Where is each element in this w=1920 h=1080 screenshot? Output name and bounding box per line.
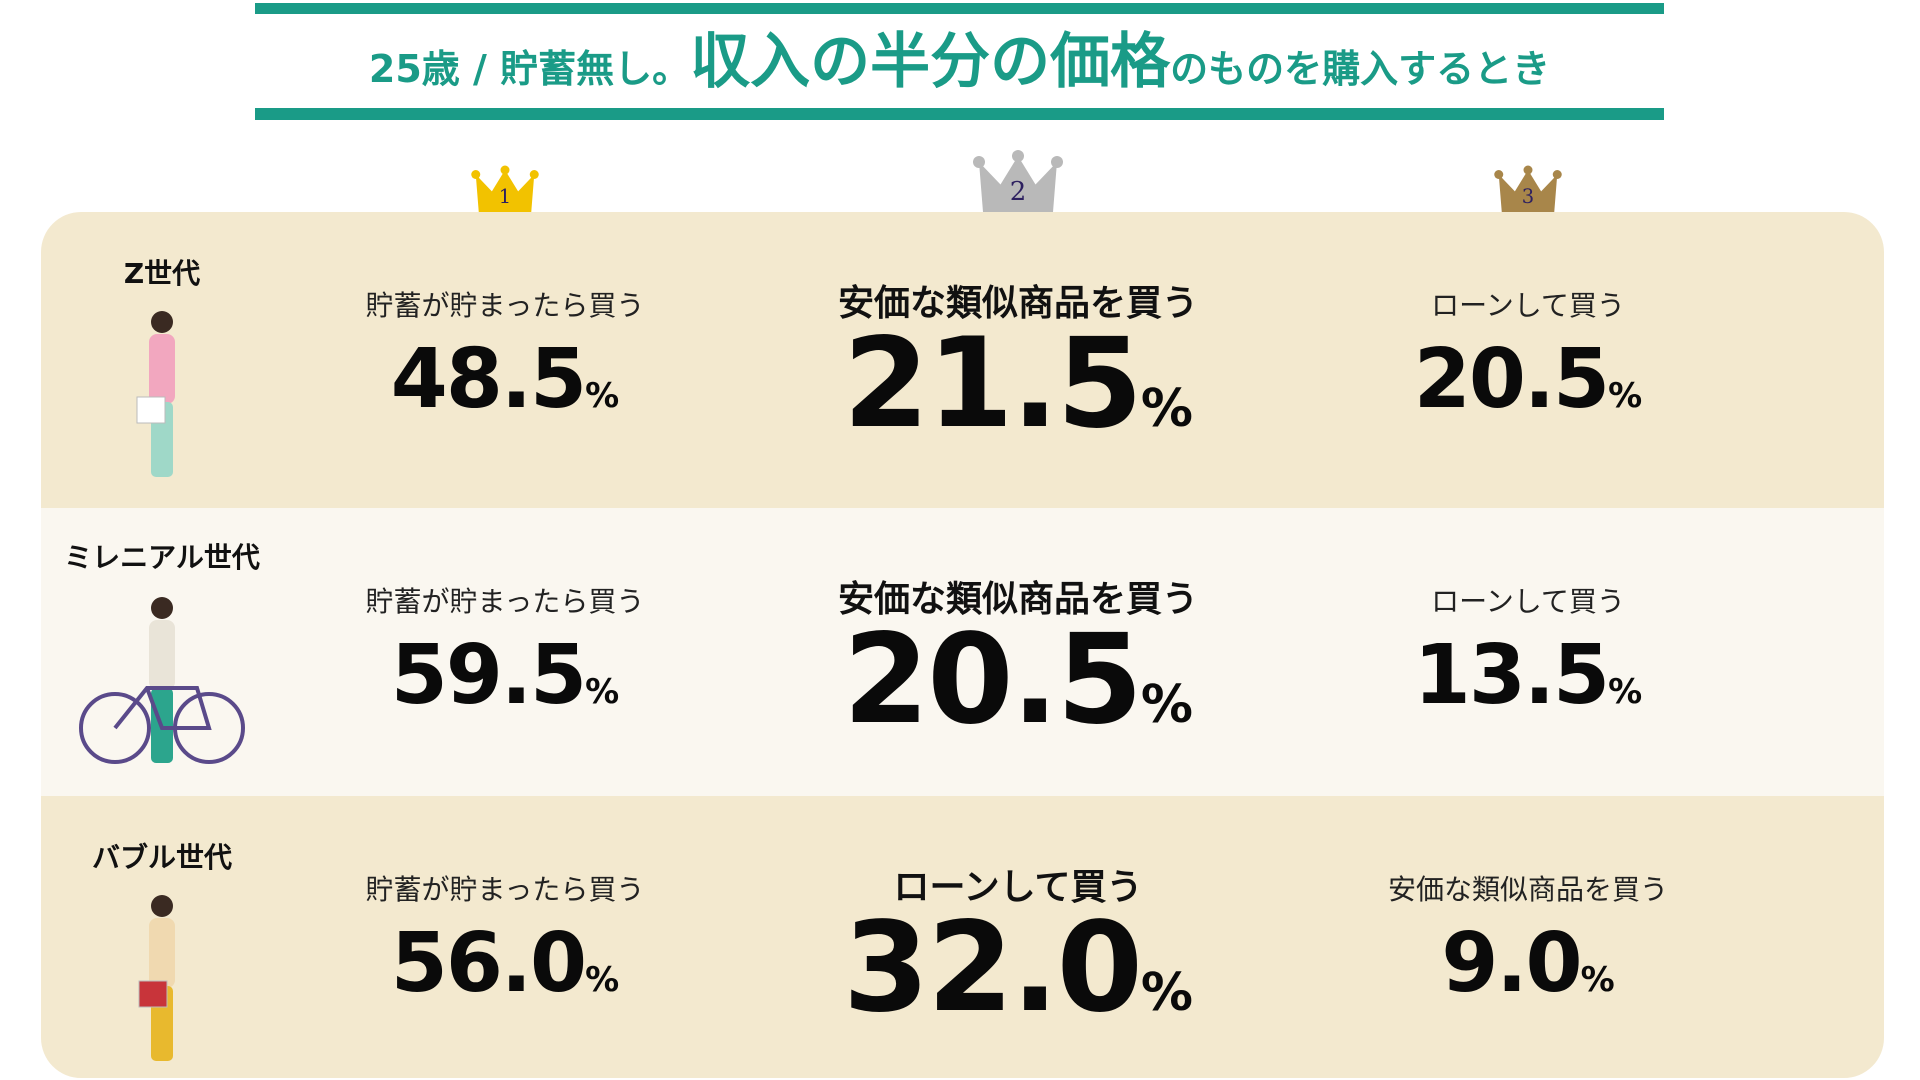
crown-ball <box>529 170 539 179</box>
crown-ball <box>973 156 985 168</box>
option-value: 32.0% <box>758 896 1278 1040</box>
bag <box>138 980 168 1008</box>
title-lead: 25歳 / 貯蓄無し。 <box>368 47 691 91</box>
bag <box>136 396 166 424</box>
crowns: 1 2 3 <box>471 150 1562 212</box>
panel: Z世代 貯蓄が貯まったら買う 48.5% 安価な類似商品を買う 21.5% ローンして買う… <box>41 212 1884 1078</box>
percent-unit: % <box>585 376 620 416</box>
crown-ball <box>471 170 481 179</box>
crown: 1 <box>471 165 539 212</box>
percent-unit: % <box>1608 672 1643 712</box>
percentage: 20.5 <box>842 608 1143 752</box>
title-rule <box>255 3 1664 14</box>
frame <box>113 686 212 730</box>
option-value: 56.0% <box>245 916 765 1011</box>
option-value: 9.0% <box>1268 916 1788 1011</box>
rank-number: 3 <box>1522 185 1534 208</box>
title-tail: のものを購入するとき <box>1170 47 1551 91</box>
crown-ball <box>1552 170 1562 179</box>
option-label: ローンして買う <box>1431 585 1625 618</box>
percentage: 13.5 <box>1413 628 1610 723</box>
generation-row: ミレニアル世代貯蓄が貯まったら買う 59.5% 安価な類似商品を買う 20.5% ローン… <box>41 508 1884 796</box>
crown-ball <box>500 165 510 175</box>
percentage: 9.0 <box>1441 916 1582 1011</box>
generation-label: バブル世代 <box>91 841 232 874</box>
percentage: 32.0 <box>842 896 1143 1040</box>
percentage: 20.5 <box>1413 332 1610 427</box>
body <box>149 918 175 988</box>
option-label: 貯蓄が貯まったら買う <box>365 873 645 906</box>
person-illustration <box>79 597 245 764</box>
option-value: 20.5% <box>1268 332 1788 427</box>
percentage: 56.0 <box>390 916 587 1011</box>
title: 25歳 / 貯蓄無し。収入の半分の価格のものを購入するとき <box>255 22 1664 102</box>
title-rule <box>255 108 1664 120</box>
crown-shape <box>475 170 535 212</box>
option-value: 20.5% <box>758 608 1278 752</box>
percentage: 21.5 <box>842 312 1143 456</box>
person-illustration <box>138 895 175 1061</box>
percentage: 48.5 <box>390 332 587 427</box>
percent-unit: % <box>585 960 620 1000</box>
percentage: 59.5 <box>390 628 587 723</box>
crown-ball <box>1523 165 1533 175</box>
percent-unit: % <box>1608 376 1643 416</box>
wheel <box>79 692 151 764</box>
option-label: 貯蓄が貯まったら買う <box>365 289 645 322</box>
option-value: 59.5% <box>245 628 765 723</box>
option-label: 安価な類似商品を買う <box>837 283 1198 324</box>
percent-unit: % <box>1140 963 1194 1023</box>
percent-unit: % <box>1580 960 1615 1000</box>
body <box>149 620 175 690</box>
generation-label: Z世代 <box>123 257 201 290</box>
option-value: 13.5% <box>1268 628 1788 723</box>
person-illustration <box>136 311 175 477</box>
head <box>151 895 173 917</box>
crown: 3 <box>1494 165 1562 212</box>
crown-ball <box>1051 156 1063 168</box>
percent-unit: % <box>1140 675 1194 735</box>
option-label: 貯蓄が貯まったら買う <box>365 585 645 618</box>
percent-unit: % <box>585 672 620 712</box>
crown: 2 <box>973 150 1063 212</box>
rank-number: 2 <box>1010 177 1027 207</box>
option-value: 48.5% <box>245 332 765 427</box>
body <box>149 334 175 404</box>
crown-ball <box>1012 150 1024 162</box>
option-label: ローンして買う <box>893 867 1143 908</box>
percent-unit: % <box>1140 379 1194 439</box>
head <box>151 311 173 333</box>
crown-shape <box>979 156 1057 212</box>
option-label: 安価な類似商品を買う <box>1387 873 1668 906</box>
title-emphasis: 収入の半分の価格 <box>690 27 1171 97</box>
crown-ball <box>1494 170 1504 179</box>
rank-number: 1 <box>499 185 511 208</box>
option-value: 21.5% <box>758 312 1278 456</box>
head <box>151 597 173 619</box>
generation-row: バブル世代貯蓄が貯まったら買う 56.0% ローンして買う 32.0% 安価な類似商品を… <box>41 796 1884 1078</box>
generation-label: ミレニアル世代 <box>64 541 260 574</box>
option-label: ローンして買う <box>1431 289 1625 322</box>
option-label: 安価な類似商品を買う <box>837 579 1198 620</box>
crown-shape <box>1498 170 1558 212</box>
generation-row: Z世代貯蓄が貯まったら買う 48.5% 安価な類似商品を買う 21.5% ローンして買う… <box>41 212 1884 508</box>
